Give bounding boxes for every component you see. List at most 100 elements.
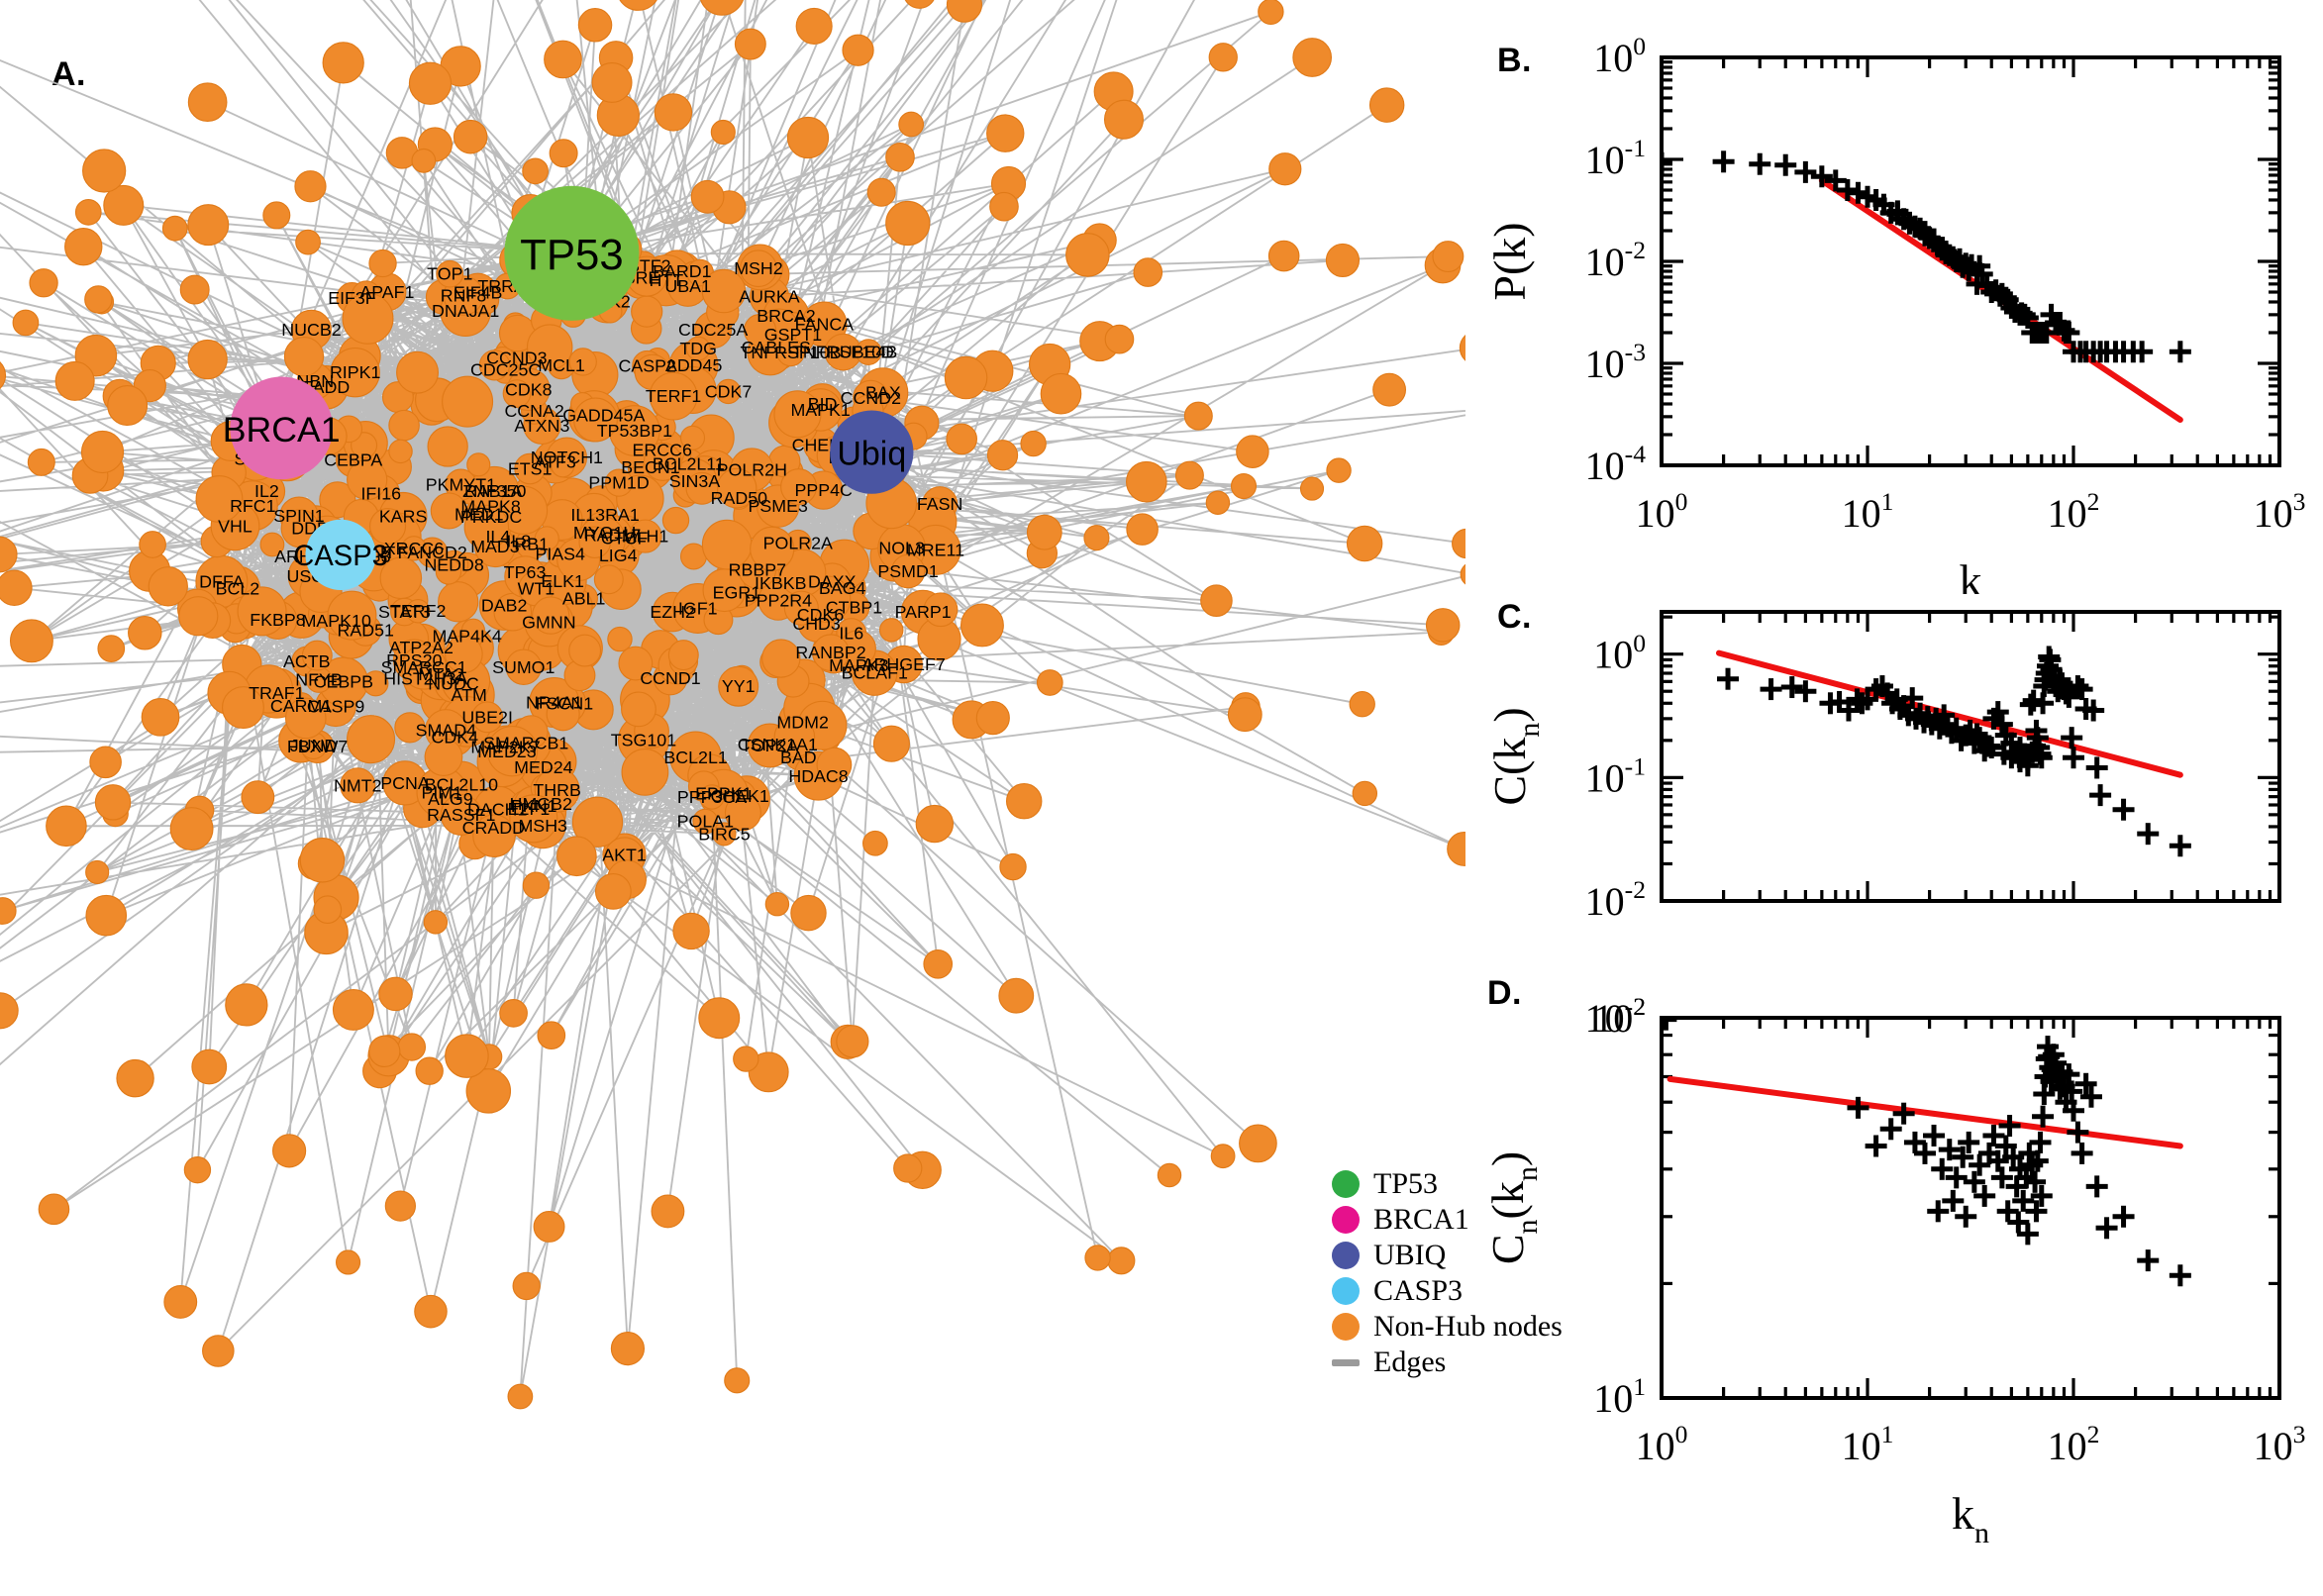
network-node[interactable]	[262, 201, 291, 230]
network-node[interactable]	[975, 701, 1010, 736]
network-node[interactable]	[29, 268, 58, 298]
network-node[interactable]	[1107, 1247, 1136, 1275]
network-node[interactable]	[577, 8, 613, 43]
network-node[interactable]	[773, 390, 822, 439]
network-node[interactable]	[444, 635, 483, 673]
network-node[interactable]	[631, 295, 663, 328]
network-node[interactable]	[1020, 430, 1047, 457]
network-node[interactable]	[1267, 240, 1300, 272]
hub-circle[interactable]	[830, 410, 914, 494]
network-node[interactable]	[463, 504, 510, 550]
network-node[interactable]	[1447, 832, 1465, 866]
network-node[interactable]	[335, 1249, 361, 1275]
network-node[interactable]	[1346, 525, 1383, 562]
network-node[interactable]	[790, 894, 827, 932]
network-node[interactable]	[283, 336, 325, 377]
network-node[interactable]	[284, 697, 327, 740]
network-node[interactable]	[0, 992, 19, 1030]
network-node[interactable]	[347, 715, 396, 764]
network-node[interactable]	[1459, 331, 1465, 364]
hub-node-casp3[interactable]: CASP3	[293, 519, 388, 590]
network-node[interactable]	[116, 1058, 154, 1098]
network-node[interactable]	[1065, 233, 1110, 277]
network-node[interactable]	[1005, 782, 1043, 820]
network-node[interactable]	[923, 948, 954, 979]
network-node[interactable]	[12, 309, 40, 337]
hub-node-brca1[interactable]: BRCA1	[223, 376, 341, 480]
network-node[interactable]	[786, 116, 830, 159]
network-node[interactable]	[651, 1194, 685, 1229]
network-node[interactable]	[699, 0, 744, 16]
network-node[interactable]	[368, 1035, 401, 1068]
network-node[interactable]	[816, 747, 853, 783]
network-node[interactable]	[502, 379, 532, 408]
network-node[interactable]	[427, 426, 468, 467]
network-node[interactable]	[313, 895, 343, 925]
network-node[interactable]	[661, 506, 690, 535]
network-node[interactable]	[724, 1367, 751, 1394]
network-node[interactable]	[526, 324, 573, 370]
network-node[interactable]	[607, 626, 633, 652]
network-node[interactable]	[699, 784, 725, 810]
network-node[interactable]	[604, 468, 634, 497]
network-node[interactable]	[712, 822, 737, 847]
network-node[interactable]	[573, 397, 618, 443]
network-node[interactable]	[272, 1134, 307, 1168]
network-node[interactable]	[94, 784, 132, 821]
network-node[interactable]	[241, 780, 275, 815]
network-node[interactable]	[960, 603, 1004, 648]
network-node[interactable]	[438, 581, 479, 623]
network-node[interactable]	[64, 227, 103, 266]
network-node[interactable]	[643, 442, 682, 481]
network-node[interactable]	[551, 453, 575, 478]
network-node[interactable]	[1103, 99, 1144, 140]
network-node[interactable]	[161, 215, 188, 242]
network-node[interactable]	[408, 61, 453, 105]
network-node[interactable]	[388, 409, 420, 442]
network-node[interactable]	[27, 448, 55, 476]
network-node[interactable]	[424, 738, 463, 777]
network-node[interactable]	[776, 338, 805, 367]
network-node[interactable]	[0, 536, 18, 573]
network-node[interactable]	[879, 618, 904, 643]
network-node[interactable]	[442, 375, 494, 428]
network-node[interactable]	[342, 292, 394, 345]
network-node[interactable]	[1425, 608, 1461, 643]
network-node[interactable]	[1258, 0, 1284, 26]
network-node[interactable]	[1126, 460, 1167, 503]
network-node[interactable]	[512, 1271, 541, 1301]
network-node[interactable]	[187, 339, 228, 380]
network-node[interactable]	[322, 42, 364, 84]
network-node[interactable]	[654, 93, 693, 132]
network-node[interactable]	[556, 836, 597, 877]
network-node[interactable]	[362, 670, 389, 697]
network-node[interactable]	[915, 804, 955, 844]
network-node[interactable]	[436, 259, 464, 288]
network-node[interactable]	[1036, 669, 1063, 696]
network-node[interactable]	[795, 7, 833, 45]
network-node[interactable]	[259, 532, 285, 557]
network-node[interactable]	[378, 976, 413, 1012]
network-node[interactable]	[531, 596, 570, 635]
network-node[interactable]	[1432, 241, 1464, 272]
network-node[interactable]	[1227, 697, 1262, 733]
network-node[interactable]	[340, 767, 376, 804]
network-node[interactable]	[1299, 476, 1325, 501]
network-node[interactable]	[593, 564, 624, 595]
network-node[interactable]	[0, 897, 17, 925]
hub-circle[interactable]	[305, 519, 376, 590]
network-node[interactable]	[522, 157, 549, 185]
network-node[interactable]	[169, 807, 214, 851]
network-node[interactable]	[401, 644, 448, 690]
network-node[interactable]	[842, 34, 874, 66]
network-node[interactable]	[401, 536, 427, 561]
network-node[interactable]	[1200, 584, 1233, 617]
network-node[interactable]	[507, 1383, 534, 1410]
network-node[interactable]	[471, 701, 504, 734]
network-node[interactable]	[998, 977, 1035, 1014]
network-node[interactable]	[1368, 87, 1405, 123]
network-node[interactable]	[718, 665, 759, 707]
network-node[interactable]	[369, 507, 407, 546]
network-node[interactable]	[690, 179, 725, 214]
network-node[interactable]	[568, 348, 597, 376]
